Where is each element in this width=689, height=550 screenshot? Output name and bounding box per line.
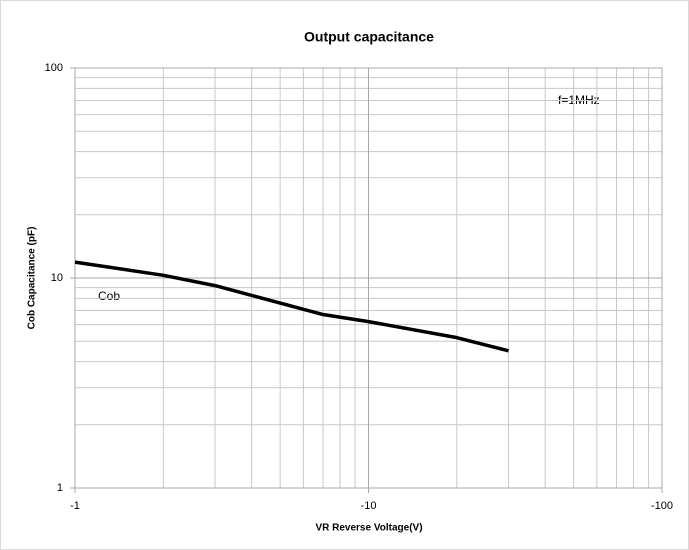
x-tick-label: -100 xyxy=(651,500,673,512)
x-tick-label: -10 xyxy=(361,500,377,512)
plot-frame xyxy=(74,67,663,489)
chart-title: Output capacitance xyxy=(304,29,434,45)
y-tick-label: 1 xyxy=(57,482,63,494)
x-axis-label: VR Reverse Voltage(V) xyxy=(315,523,422,534)
y-axis-label: Cob Capacitance (pF) xyxy=(27,227,38,330)
y-tick-label: 10 xyxy=(51,272,63,284)
x-tick-label: -1 xyxy=(70,500,80,512)
series-label: Cob xyxy=(98,289,120,303)
data-line xyxy=(74,260,509,353)
y-tick-label: 100 xyxy=(45,62,63,74)
